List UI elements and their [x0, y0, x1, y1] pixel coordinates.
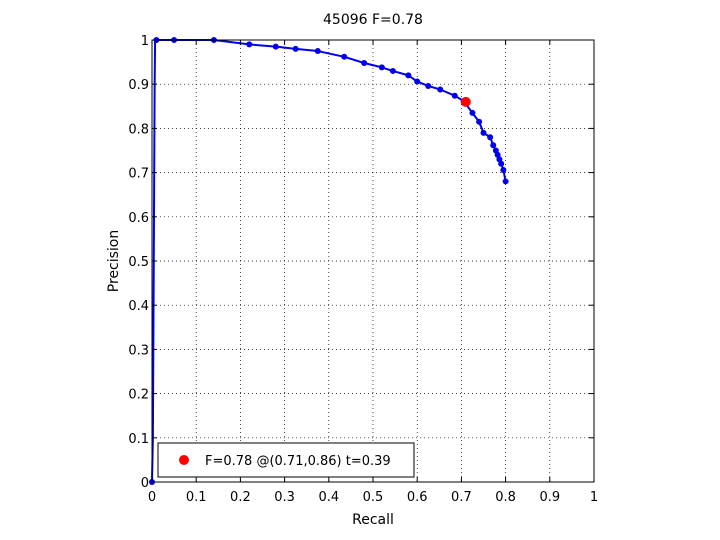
legend-label: F=0.78 @(0.71,0.86) t=0.39 — [205, 454, 391, 469]
y-tick-label: 1 — [141, 34, 149, 49]
pr-curve-point — [378, 64, 385, 71]
y-tick-label: 0.2 — [128, 388, 149, 403]
pr-curve-point — [487, 134, 494, 141]
pr-curve-point — [498, 160, 505, 167]
pr-curve-point — [502, 178, 509, 185]
y-tick-labels: 0 0.1 0.2 0.3 0.4 0.5 0.6 0.7 0.8 0.9 1 — [128, 34, 149, 491]
x-tick-label: 0.7 — [451, 490, 472, 505]
x-tick-label: 0 — [148, 490, 156, 505]
pr-curve-point — [405, 72, 412, 79]
x-tick-label: 0.4 — [318, 490, 339, 505]
pr-curve-point — [292, 45, 299, 52]
best-f-point — [460, 96, 471, 107]
pr-curve-point — [414, 78, 421, 85]
chart-title: 45096 F=0.78 — [323, 12, 423, 28]
x-tick-label: 0.1 — [186, 490, 207, 505]
x-tick-label: 0.3 — [274, 490, 295, 505]
y-tick-label: 0.7 — [128, 167, 149, 182]
x-tick-label: 0.8 — [495, 490, 516, 505]
x-tick-label: 0.5 — [363, 490, 384, 505]
pr-curve-point — [314, 48, 321, 55]
x-tick-label: 0.2 — [230, 490, 251, 505]
pr-curve-point — [469, 109, 476, 116]
pr-curve-point — [246, 41, 253, 48]
y-tick-label: 0.8 — [128, 122, 149, 137]
plot-area — [149, 37, 595, 485]
pr-curve-point — [476, 118, 483, 125]
y-tick-label: 0.1 — [128, 432, 149, 447]
y-tick-label: 0.3 — [128, 343, 149, 358]
legend: F=0.78 @(0.71,0.86) t=0.39 — [157, 442, 415, 478]
pr-curve-point — [437, 86, 444, 93]
x-tick-label: 0.9 — [539, 490, 560, 505]
y-axis-label: Precision — [106, 230, 122, 292]
y-tick-label: 0.9 — [128, 78, 149, 93]
pr-curve-point — [480, 129, 487, 136]
legend-box — [157, 442, 415, 478]
pr-curve-point — [361, 59, 368, 66]
pr-curve-point — [451, 92, 458, 99]
x-axis-label: Recall — [352, 512, 394, 528]
x-tick-label: 0.6 — [407, 490, 428, 505]
pr-curve-point — [425, 82, 432, 89]
pr-curve-point — [490, 142, 497, 149]
pr-curve-point — [389, 67, 396, 74]
pr-curve-point — [500, 166, 507, 173]
x-tick-label: 1 — [590, 490, 598, 505]
axis-ticks — [151, 39, 595, 483]
pr-curve-point — [272, 43, 279, 50]
legend-marker — [179, 455, 189, 465]
x-tick-labels: 0 0.1 0.2 0.3 0.4 0.5 0.6 0.7 0.8 0.9 1 — [148, 490, 598, 505]
series-layer — [149, 37, 509, 485]
pr-curve-point — [341, 53, 348, 60]
grid-lines — [152, 40, 594, 482]
y-tick-label: 0.5 — [128, 255, 149, 270]
y-tick-label: 0.4 — [128, 299, 149, 314]
y-tick-label: 0.6 — [128, 211, 149, 226]
y-tick-label: 0 — [141, 476, 149, 491]
